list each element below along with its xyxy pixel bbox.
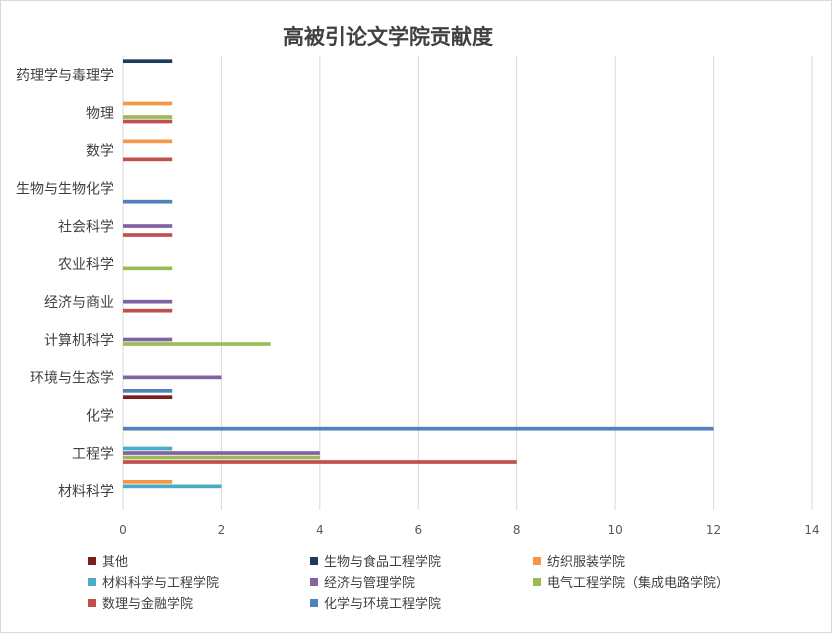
legend-swatch	[88, 578, 96, 586]
bar	[123, 308, 173, 313]
category-label: 农业科学	[58, 257, 114, 273]
bar	[123, 115, 173, 119]
legend-swatch	[310, 599, 318, 607]
bar	[123, 337, 173, 342]
legend-swatch	[310, 557, 318, 565]
bar	[123, 389, 173, 393]
bar	[123, 375, 222, 380]
bar	[123, 342, 271, 346]
category-labels: 材料科学 工程学 化学 环境与生态学 计算机科学 经济与商业 农业科学 社会科学 生物与生物化学…	[16, 68, 114, 500]
legend-swatch	[88, 557, 96, 565]
legend-label: 其他	[102, 555, 128, 570]
x-tick-label: 0	[119, 523, 127, 537]
grid-lines	[122, 56, 813, 510]
category-label: 化学	[86, 408, 114, 424]
bar	[123, 395, 173, 400]
bar	[123, 224, 173, 228]
legend-swatch	[533, 557, 541, 565]
category-label: 物理	[86, 106, 114, 122]
legend-swatch	[88, 599, 96, 607]
category-label: 环境与生态学	[30, 371, 114, 387]
bar	[123, 451, 320, 455]
bar	[123, 119, 173, 124]
legend-label: 生物与食品工程学院	[324, 554, 441, 570]
legend-label: 数理与金融学院	[102, 596, 193, 612]
bar	[123, 233, 173, 237]
category-label: 计算机科学	[44, 333, 114, 349]
bar	[123, 426, 714, 431]
legend-label: 化学与环境工程学院	[324, 596, 441, 612]
category-label: 数学	[86, 144, 114, 160]
category-label: 生物与生物化学	[16, 181, 114, 197]
bar	[123, 101, 173, 106]
legend-swatch	[533, 578, 541, 586]
bar	[123, 157, 173, 162]
x-tick-label: 12	[706, 523, 721, 537]
bars	[123, 59, 714, 489]
bar	[123, 266, 173, 271]
bar	[123, 460, 517, 464]
x-tick-labels: 0 2 4 6 8 10 12 14	[119, 523, 819, 537]
legend-label: 经济与管理学院	[324, 575, 415, 591]
x-tick-label: 8	[513, 523, 521, 537]
category-label: 经济与商业	[44, 295, 114, 311]
category-label: 工程学	[72, 446, 114, 462]
bar	[123, 446, 173, 451]
x-tick-label: 6	[414, 523, 422, 537]
x-tick-label: 2	[218, 523, 226, 537]
bar	[123, 59, 173, 64]
bar	[123, 139, 173, 144]
bar	[123, 484, 222, 489]
x-tick-label: 4	[316, 523, 324, 537]
category-label: 药理学与毒理学	[16, 68, 114, 84]
x-tick-label: 10	[608, 523, 623, 537]
legend-label: 电气工程学院（集成电路学院）	[547, 575, 729, 591]
legend-label: 材料科学与工程学院	[102, 575, 219, 591]
legend-label: 纺织服装学院	[547, 554, 625, 570]
x-tick-label: 14	[804, 523, 819, 537]
legend-swatch	[310, 578, 318, 586]
category-label: 材料科学	[58, 484, 114, 500]
bar	[123, 199, 173, 204]
category-label: 社会科学	[58, 219, 114, 235]
bar	[123, 299, 173, 304]
bar	[123, 455, 320, 460]
bar	[123, 480, 173, 484]
chart-title: 高被引论文学院贡献度	[283, 25, 493, 49]
